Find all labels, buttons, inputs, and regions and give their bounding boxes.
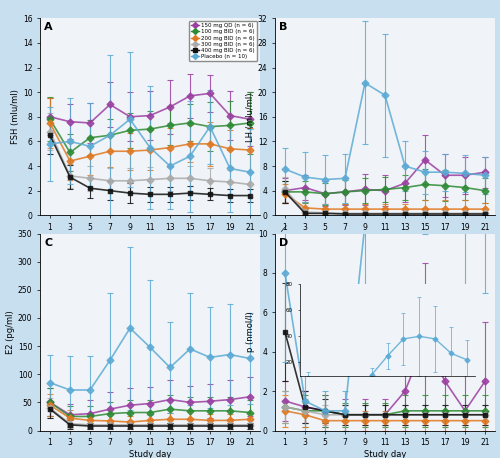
Text: C: C (44, 238, 52, 247)
Text: B: B (280, 22, 288, 32)
Y-axis label: LH (mIu/ml): LH (mIu/ml) (246, 92, 255, 142)
Text: A: A (44, 22, 53, 32)
Text: D: D (280, 238, 288, 247)
Y-axis label: E2 (pg/ml): E2 (pg/ml) (6, 310, 15, 354)
X-axis label: Study day: Study day (364, 450, 406, 458)
Y-axis label: FSH (mIu/ml): FSH (mIu/ml) (11, 89, 20, 144)
X-axis label: Study day: Study day (364, 234, 406, 244)
Y-axis label: p (nmol/l): p (nmol/l) (246, 312, 255, 352)
Legend: 150 mg QD (n = 6), 100 mg BID (n = 6), 200 mg BID (n = 6), 300 mg BID (n = 6), 4: 150 mg QD (n = 6), 100 mg BID (n = 6), 2… (188, 21, 257, 61)
X-axis label: Study day: Study day (129, 450, 171, 458)
X-axis label: Study day: Study day (129, 234, 171, 244)
